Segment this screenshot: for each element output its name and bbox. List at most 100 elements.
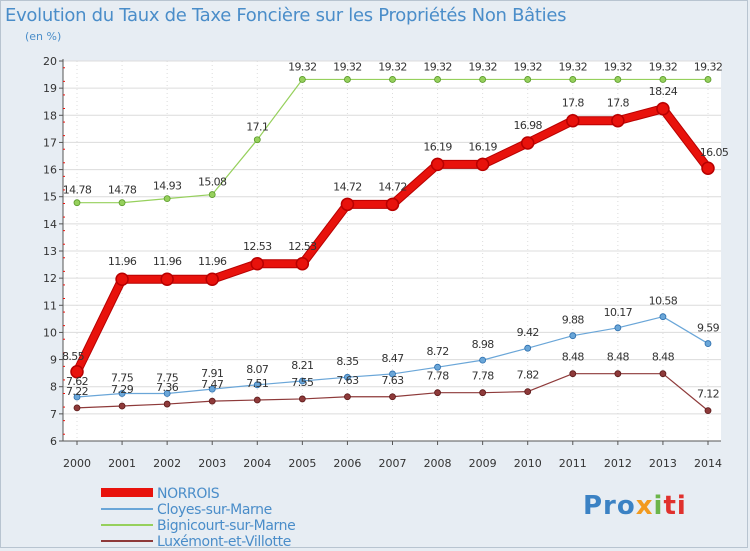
x-tick-label: 2011 — [559, 457, 587, 470]
data-label: 7.78 — [472, 370, 495, 383]
y-tick-label: 13 — [43, 245, 57, 258]
data-point — [704, 76, 712, 83]
data-point — [569, 370, 577, 378]
data-point — [659, 76, 667, 83]
x-tick-label: 2013 — [649, 457, 677, 470]
data-point — [163, 390, 171, 397]
data-label: 7.12 — [697, 388, 719, 401]
data-point — [611, 113, 625, 128]
data-point — [524, 76, 532, 83]
data-point — [73, 393, 81, 401]
y-tick-label: 15 — [43, 191, 57, 204]
data-label: 10.58 — [649, 295, 678, 308]
data-label: 8.07 — [246, 363, 269, 376]
data-label: 19.32 — [694, 60, 723, 73]
data-label: 16.05 — [700, 146, 729, 159]
data-label: 7.55 — [291, 376, 314, 389]
data-label: 19.32 — [468, 60, 497, 73]
x-tick-label: 2009 — [469, 457, 497, 470]
data-label: 8.72 — [427, 345, 449, 358]
data-point — [253, 381, 261, 389]
y-tick-label: 12 — [43, 272, 57, 285]
data-point — [253, 396, 261, 404]
data-point — [205, 272, 219, 286]
x-tick-label: 2006 — [333, 457, 361, 470]
data-point — [385, 197, 400, 212]
data-label: 14.78 — [108, 184, 137, 197]
data-label: 17.8 — [562, 97, 585, 110]
data-point — [656, 102, 670, 116]
data-label: 10.17 — [604, 306, 633, 319]
data-label: 8.35 — [336, 355, 359, 368]
data-label: 16.19 — [423, 140, 452, 153]
data-label: 16.98 — [513, 119, 542, 132]
data-label: 7.91 — [201, 367, 223, 380]
data-point — [659, 370, 667, 378]
data-label: 8.21 — [291, 359, 313, 372]
data-point — [73, 404, 81, 412]
data-label: 19.32 — [288, 60, 317, 73]
data-point — [298, 76, 306, 83]
data-point — [118, 390, 126, 397]
data-label: 14.72 — [378, 180, 407, 193]
data-point — [298, 377, 306, 385]
data-label: 7.22 — [66, 385, 88, 398]
data-point — [566, 113, 580, 128]
x-tick-label: 2012 — [604, 457, 632, 470]
data-point — [569, 332, 577, 340]
data-label: 9.42 — [517, 326, 539, 339]
data-label: 12.53 — [288, 240, 317, 253]
data-label: 7.63 — [381, 374, 404, 387]
legend-label: Cloyes-sur-Marne — [157, 502, 272, 518]
data-label: 7.36 — [156, 381, 179, 394]
legend: NORROISCloyes-sur-MarneBignicourt-sur-Ma… — [101, 486, 296, 550]
data-label: 17.8 — [607, 97, 630, 110]
data-label: 7.75 — [111, 372, 134, 385]
chart-title: Evolution du Taux de Taxe Foncière sur l… — [5, 5, 567, 26]
data-label: 11.96 — [108, 255, 137, 268]
y-tick-label: 8 — [50, 381, 57, 394]
y-tick-label: 18 — [43, 109, 57, 122]
y-tick-label: 16 — [43, 164, 57, 177]
data-point — [344, 373, 351, 381]
data-label: 19.32 — [604, 60, 633, 73]
data-label: 7.63 — [336, 374, 359, 387]
data-point — [298, 395, 306, 403]
data-label: 14.93 — [153, 180, 182, 193]
data-point — [479, 356, 487, 364]
data-point — [208, 397, 216, 405]
data-label: 8.55 — [62, 350, 85, 363]
y-tick-label: 10 — [43, 326, 57, 339]
data-point — [434, 363, 441, 371]
legend-label: Bignicourt-sur-Marne — [157, 518, 295, 534]
data-point — [295, 257, 310, 271]
data-label: 7.51 — [246, 377, 268, 390]
y-tick-label: 20 — [43, 55, 57, 68]
data-point — [163, 400, 171, 408]
x-tick-label: 2010 — [514, 457, 542, 470]
data-label: 7.82 — [517, 369, 539, 382]
data-point — [430, 157, 445, 172]
data-label: 19.32 — [333, 60, 362, 73]
data-point — [524, 344, 532, 352]
data-point — [389, 393, 396, 401]
data-point — [250, 257, 265, 271]
proxiti-logo: Proxiti — [583, 491, 687, 521]
data-label: 18.24 — [649, 85, 678, 98]
y-tick-label: 19 — [43, 82, 57, 95]
data-label: 8.47 — [381, 352, 404, 365]
data-label: 19.32 — [423, 60, 452, 73]
data-label: 7.29 — [111, 383, 134, 396]
data-label: 7.47 — [201, 378, 224, 391]
x-tick-label: 2007 — [379, 457, 407, 470]
logo-part: i — [653, 491, 664, 521]
data-point — [434, 76, 441, 83]
data-point — [520, 136, 535, 150]
x-tick-label: 2004 — [243, 457, 271, 470]
data-label: 12.53 — [243, 240, 272, 253]
data-labels: 14.78 14.78 14.93 15.08 17.1 19.32 19.32 19.32 1… — [62, 60, 729, 400]
data-point — [344, 393, 351, 401]
data-point — [208, 191, 216, 198]
data-point — [389, 370, 396, 378]
